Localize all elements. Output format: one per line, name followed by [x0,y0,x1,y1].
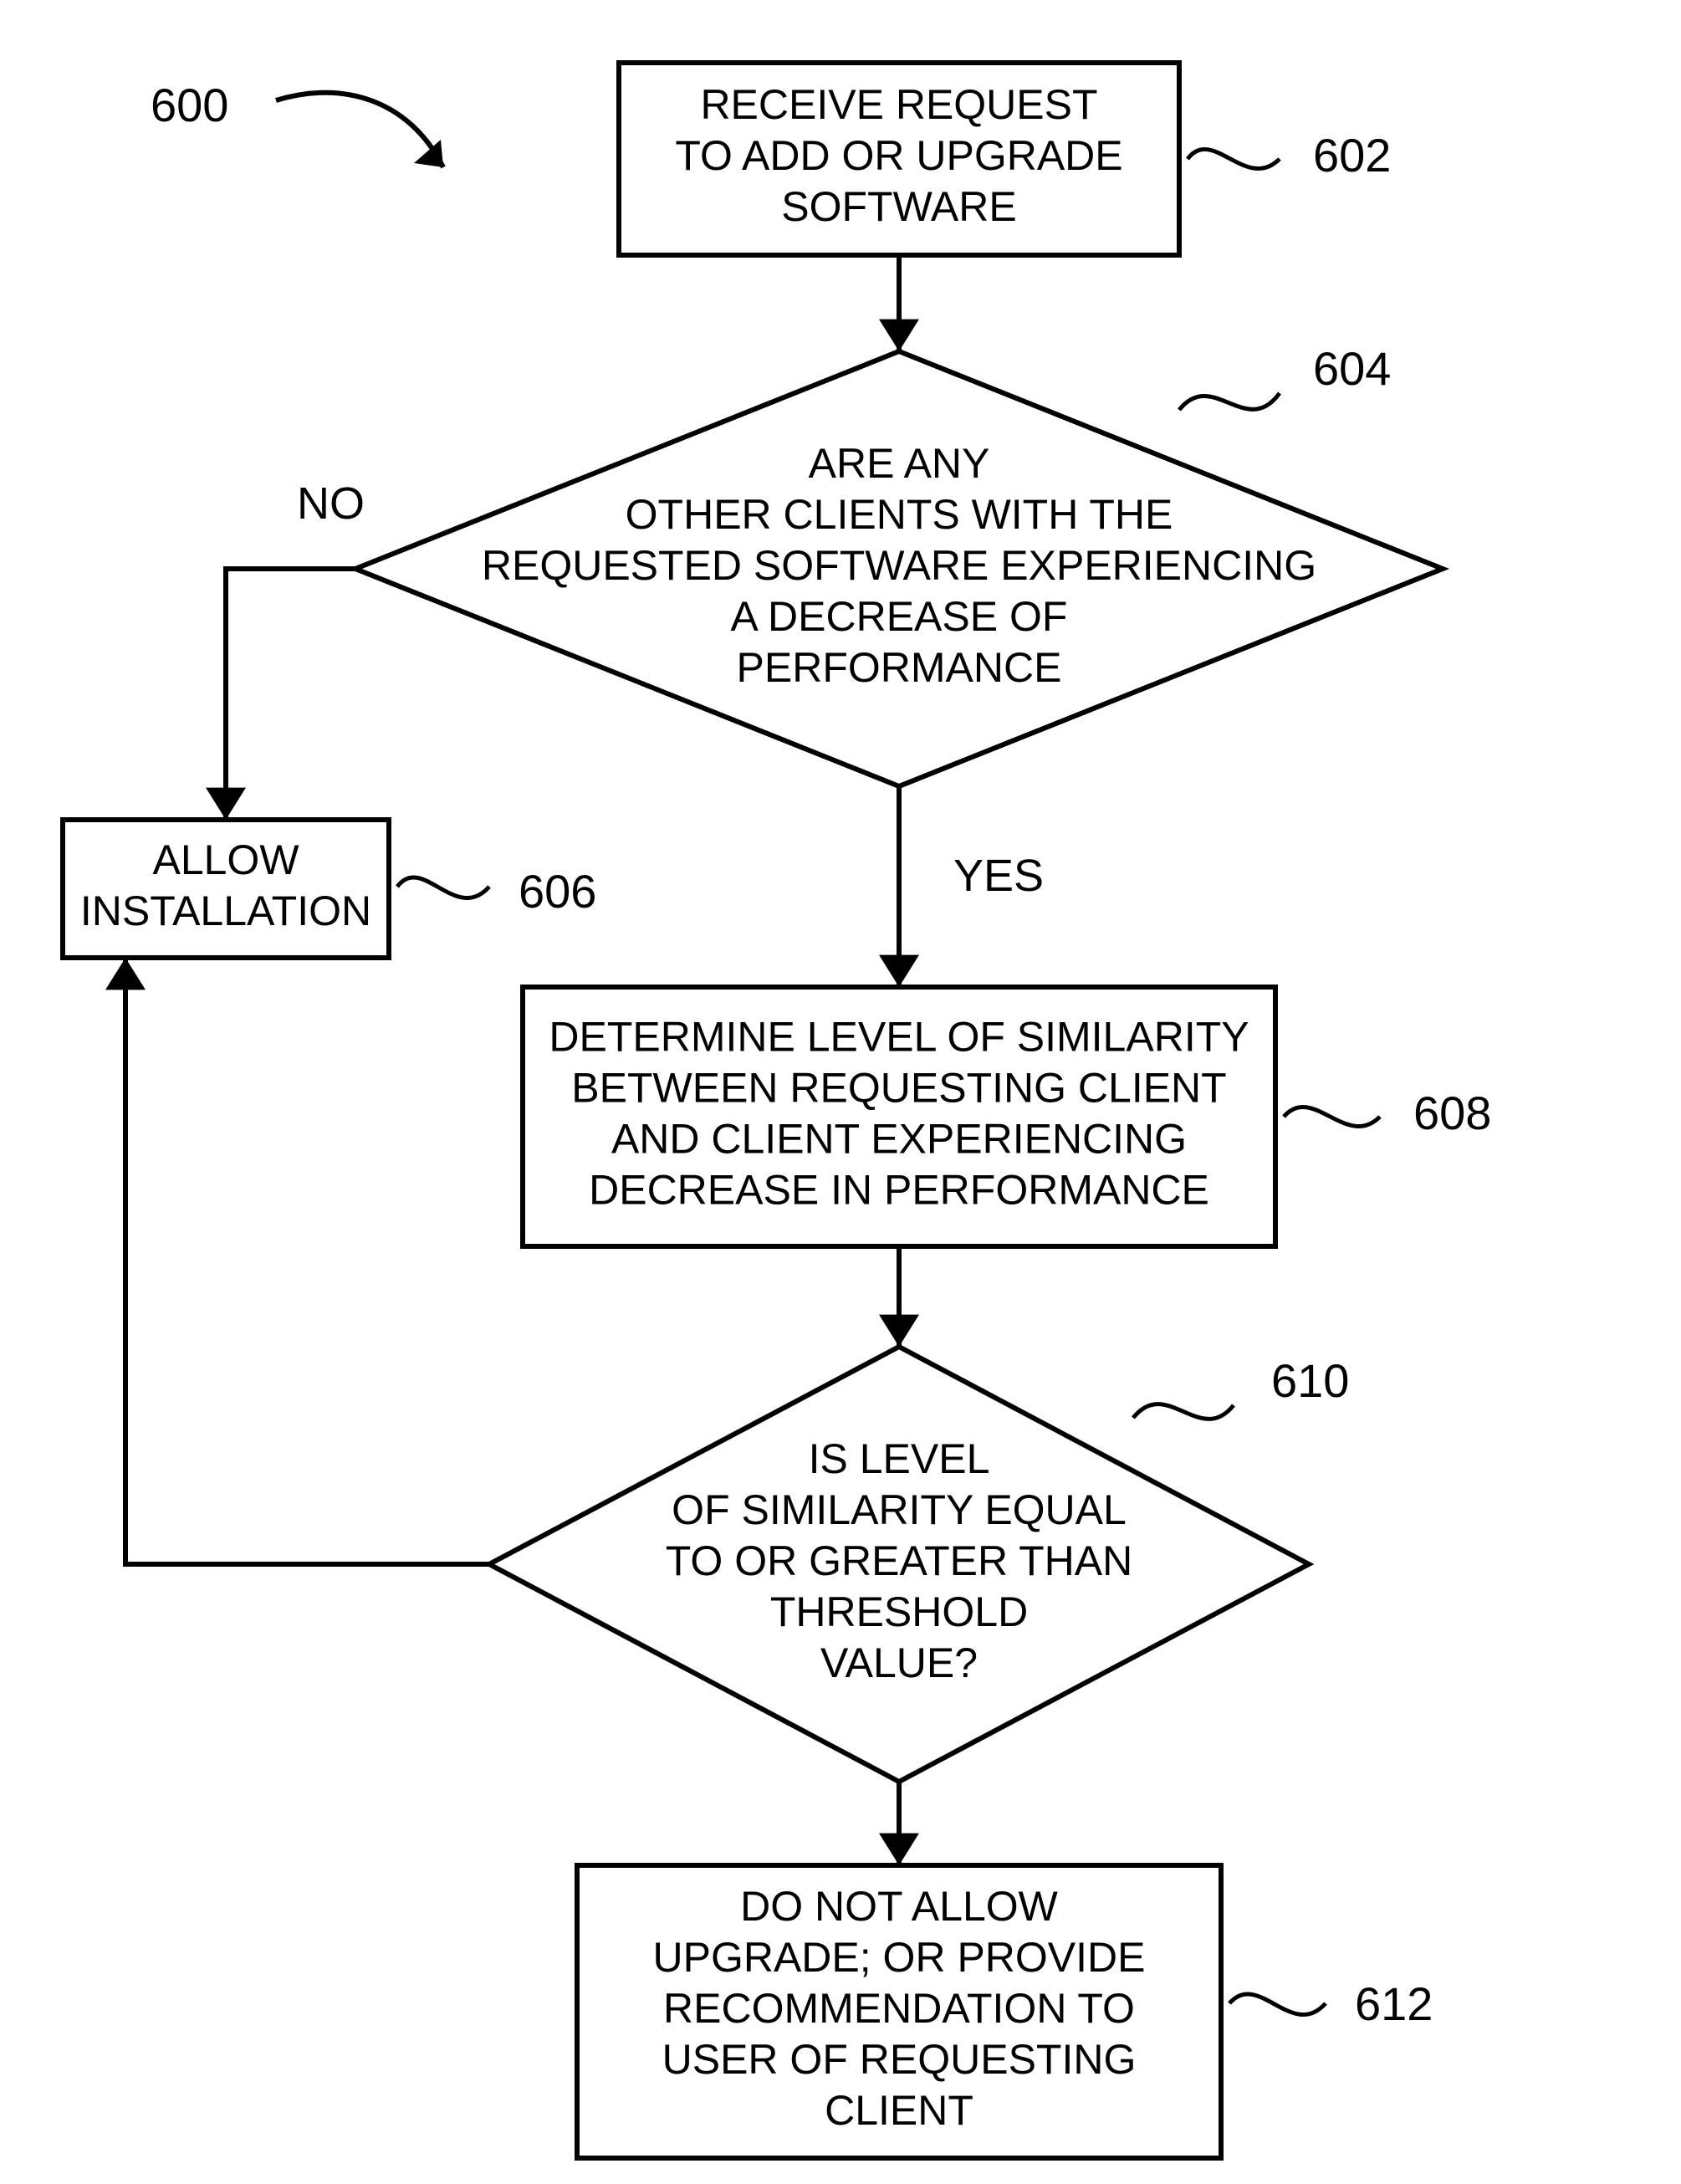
arrowhead [879,1834,919,1865]
edge-label: NO [297,478,365,529]
edge [125,958,489,1564]
ref-number: 612 [1355,1977,1433,2030]
arrowhead [105,958,146,990]
ref-squiggle [1229,1994,1326,2015]
ref-squiggle [397,877,489,898]
ref-number: 606 [519,865,596,918]
arrowhead [206,788,246,820]
arrowhead [879,1315,919,1347]
ref-squiggle [1284,1107,1380,1126]
ref-number: 604 [1313,342,1391,395]
figure-number: 600 [151,79,228,131]
arrowhead [879,320,919,351]
figure-swoosh [276,93,443,167]
edge [226,569,355,820]
edge-label: YES [953,851,1044,901]
arrowhead [879,955,919,987]
ref-number: 610 [1271,1354,1349,1407]
ref-number: 608 [1413,1087,1491,1139]
ref-squiggle [1179,393,1280,410]
ref-number: 602 [1313,129,1391,182]
ref-squiggle [1133,1404,1234,1419]
ref-squiggle [1188,149,1280,168]
